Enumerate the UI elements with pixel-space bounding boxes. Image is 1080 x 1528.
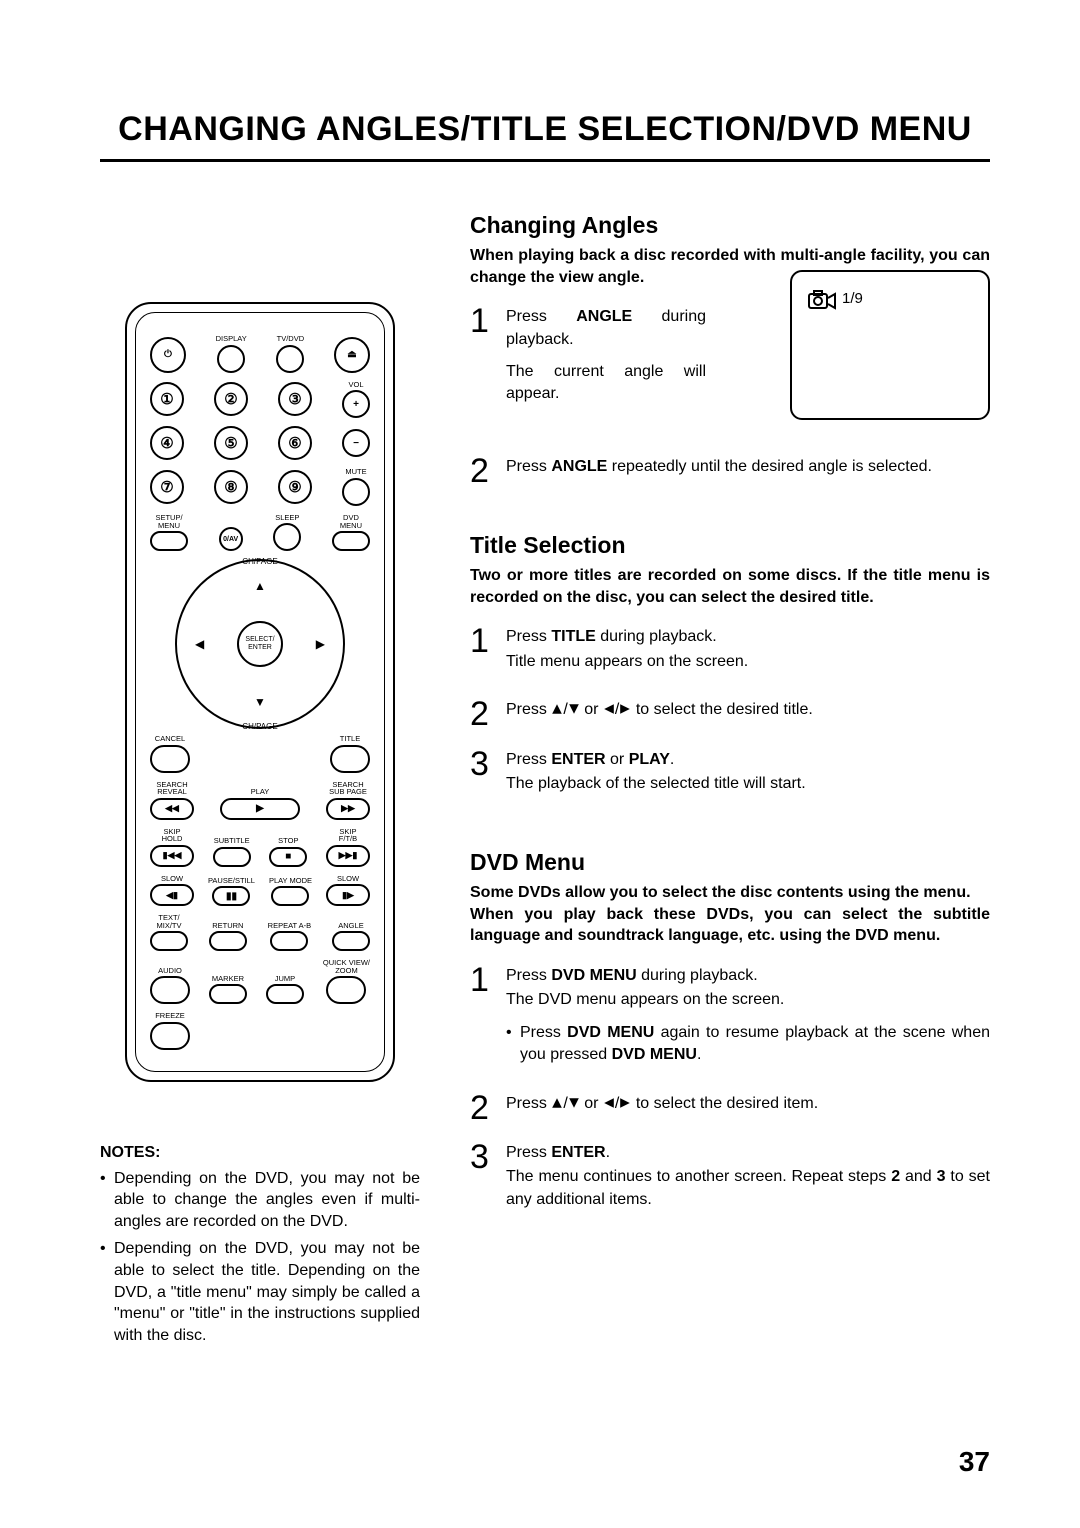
mute-label: MUTE [345,468,366,476]
num-5: ⑤ [214,426,248,460]
num-7: ⑦ [150,470,184,504]
zero-av-button: 0/AV [219,527,243,551]
down-triangle-icon [568,700,580,722]
note-item: Depending on the DVD, you may not be abl… [114,1238,420,1346]
step-number: 3 [470,1142,494,1221]
quickview-button [326,976,366,1004]
setup-menu-label: SETUP/ MENU [155,514,182,529]
tvdvd-button [276,345,304,373]
changing-angles-title: Changing Angles [470,212,990,239]
eject-icon: ⏏ [334,337,370,373]
step-number: 2 [470,699,494,732]
num-3: ③ [278,382,312,416]
page-title: CHANGING ANGLES/TITLE SELECTION/DVD MENU [100,110,990,162]
title-selection-intro: Two or more titles are recorded on some … [470,565,990,608]
angle-screen-display: 1/9 [790,270,990,420]
remote-illustration: ⏻ DISPLAY TV/DVD ⏏ ① ② ③ VOL+ ④ ⑤ ⑥ − [125,302,395,1082]
title-selection-title: Title Selection [470,532,990,559]
vol-label: VOL [348,381,363,389]
step-number: 3 [470,749,494,806]
subtitle-button [213,847,251,867]
num-1: ① [150,382,184,416]
dvd-menu-label: DVD MENU [340,514,362,529]
cancel-button [150,745,190,773]
angle-indicator-text: 1/9 [842,290,863,307]
stop-button: ■ [269,847,307,867]
return-button [209,931,247,951]
ffwd-button: ▶▶ [326,798,370,820]
step-number: 1 [470,626,494,683]
dvd-menu-section: DVD Menu Some DVDs allow you to select t… [470,849,990,1221]
notes-heading: NOTES: [100,1142,420,1164]
num-6: ⑥ [278,426,312,460]
title-selection-section: Title Selection Two or more titles are r… [470,532,990,805]
step-number: 2 [470,1093,494,1126]
tvdvd-label: TV/DVD [277,335,305,343]
repeat-button [270,931,308,951]
left-arrow-icon: ◀ [195,637,204,651]
vol-up-button: + [342,390,370,418]
angle-button [332,931,370,951]
right-triangle-icon [619,1094,631,1116]
num-4: ④ [150,426,184,460]
sleep-label: SLEEP [275,514,299,522]
camera-angle-icon [808,290,836,314]
nav-ring: ▲ ▼ ◀ ▶ SELECT/ ENTER [175,559,345,729]
title-label: TITLE [340,735,360,743]
display-label: DISPLAY [216,335,247,343]
page-number: 37 [959,1446,990,1478]
dvd-menu-button [332,531,370,551]
left-triangle-icon [603,1094,615,1116]
right-triangle-icon [619,700,631,722]
vol-down-button: − [342,429,370,457]
setup-menu-button [150,531,188,551]
dvd-menu-title: DVD Menu [470,849,990,876]
cancel-label: CANCEL [155,735,185,743]
num-2: ② [214,382,248,416]
sleep-button [273,523,301,551]
power-icon: ⏻ [150,337,186,373]
down-triangle-icon [568,1094,580,1116]
select-enter-button: SELECT/ ENTER [237,621,283,667]
slow-fwd-button: ▮▶ [326,884,370,906]
text-button [150,931,188,951]
slow-rev-button: ◀▮ [150,884,194,906]
ch-page-bottom-label: CH/PAGE [242,722,277,731]
display-button [217,345,245,373]
play-button: ▶ [220,798,300,820]
playmode-button [271,886,309,906]
rewind-button: ◀◀ [150,798,194,820]
up-triangle-icon [551,1094,563,1116]
dvd-menu-intro: Some DVDs allow you to select the disc c… [470,882,990,947]
marker-button [209,984,247,1004]
num-8: ⑧ [214,470,248,504]
notes-block: NOTES: Depending on the DVD, you may not… [100,1142,420,1346]
jump-button [266,984,304,1004]
pause-button: ▮▮ [212,886,250,906]
num-9: ⑨ [278,470,312,504]
up-arrow-icon: ▲ [254,579,266,593]
skip-back-button: ▮◀◀ [150,845,194,867]
left-triangle-icon [603,700,615,722]
title-button [330,745,370,773]
step-number: 1 [470,965,494,1077]
right-arrow-icon: ▶ [316,637,325,651]
note-item: Depending on the DVD, you may not be abl… [114,1168,420,1233]
step-number: 1 [470,306,494,416]
down-arrow-icon: ▼ [254,695,266,709]
skip-fwd-button: ▶▶▮ [326,845,370,867]
freeze-button [150,1022,190,1050]
mute-button [342,478,370,506]
up-triangle-icon [551,700,563,722]
step-number: 2 [470,456,494,488]
audio-button [150,976,190,1004]
